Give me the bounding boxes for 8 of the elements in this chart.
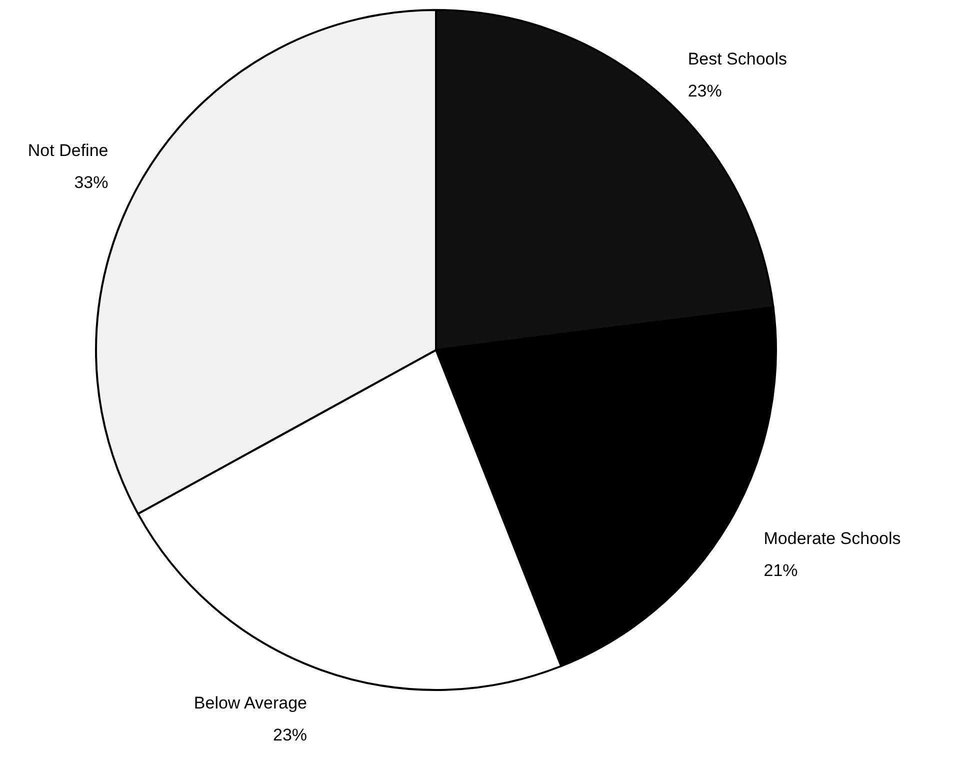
slice-label: Moderate Schools [764,528,901,548]
slice-label: Below Average [194,693,308,712]
data-label: 21% [764,560,798,580]
data-label: 33% [74,173,108,192]
data-label: 23% [688,81,722,100]
slice-label: Not Define [28,141,108,160]
slice-label: Best Schools [688,49,788,68]
data-label: 23% [272,725,308,744]
